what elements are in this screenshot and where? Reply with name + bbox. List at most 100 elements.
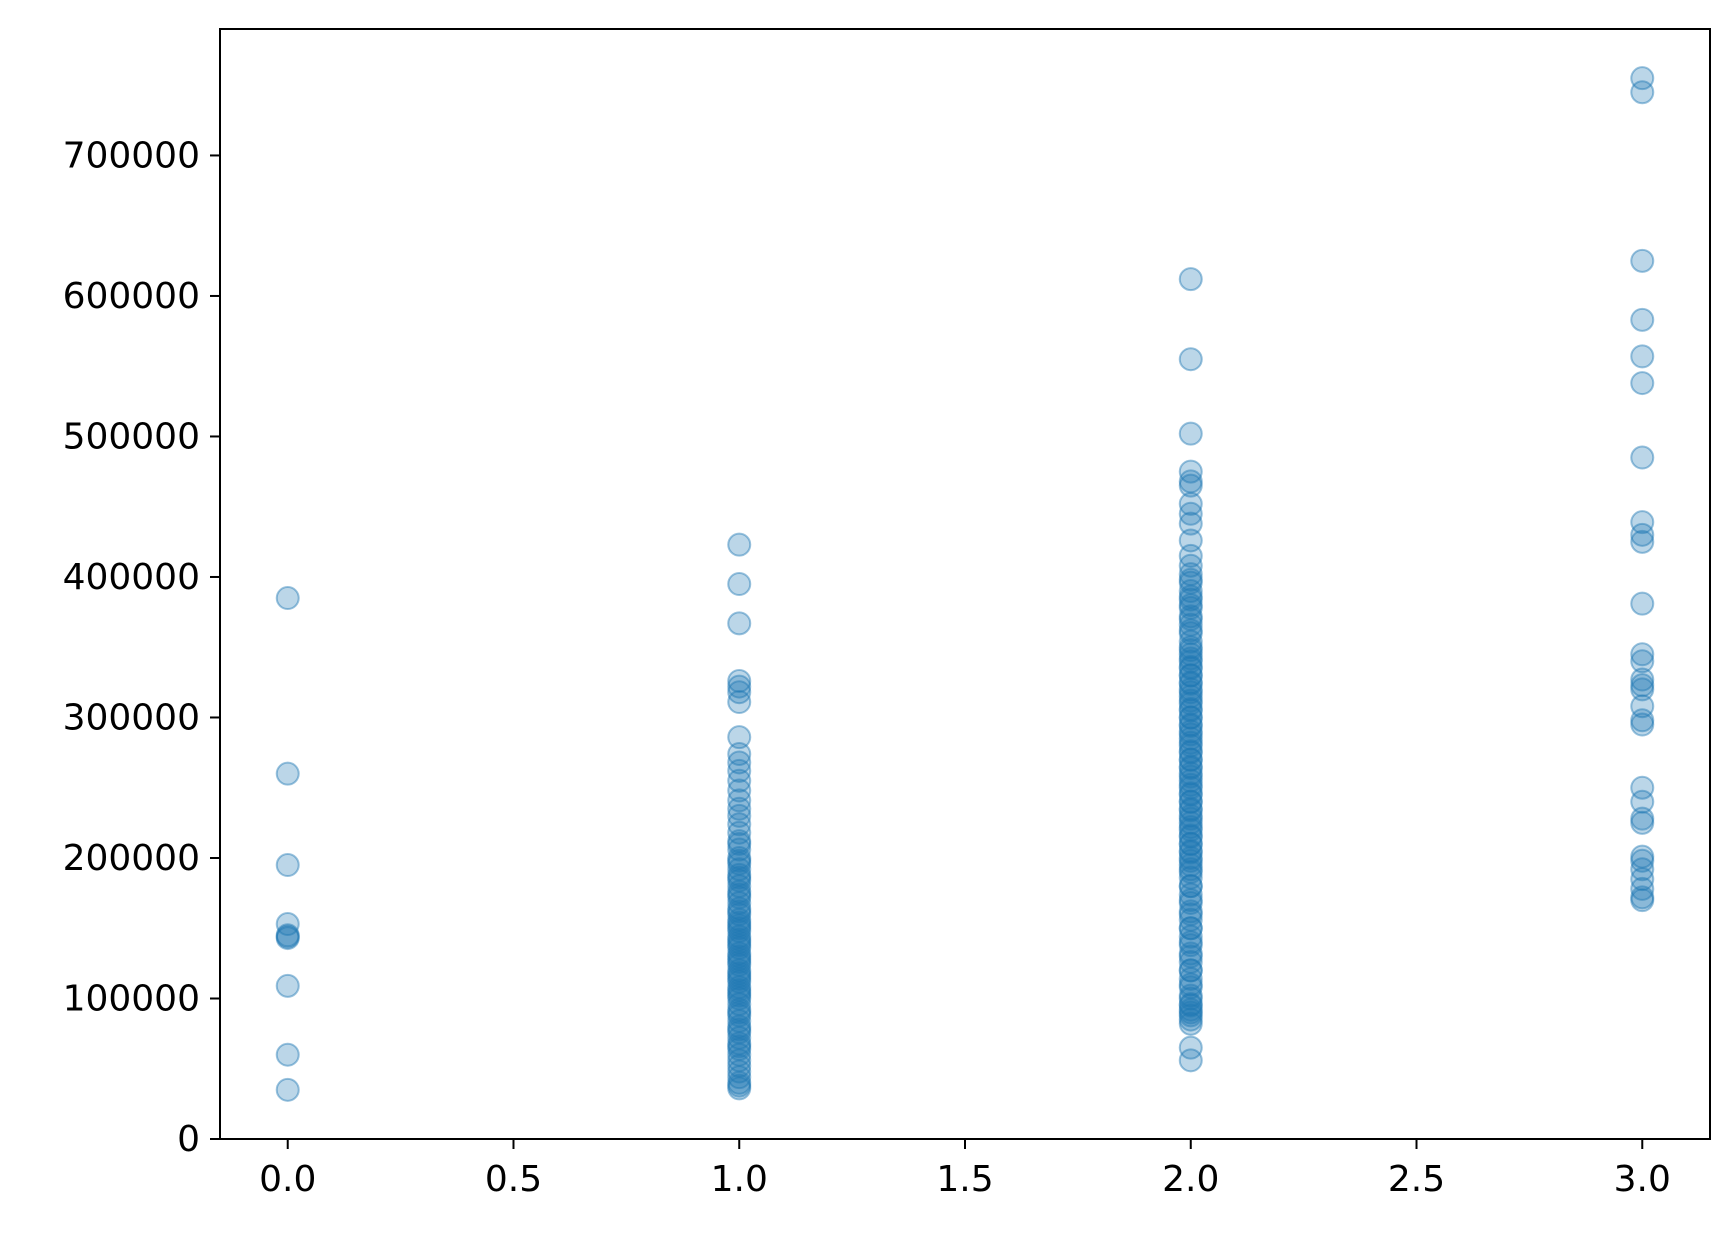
data-point <box>727 1020 752 1045</box>
data-point <box>727 924 752 949</box>
data-point <box>727 935 752 960</box>
data-point <box>1630 806 1655 831</box>
data-point <box>1178 607 1203 632</box>
data-point <box>1178 730 1203 755</box>
data-point <box>727 896 752 921</box>
data-point <box>1178 874 1203 899</box>
data-point <box>1178 882 1203 907</box>
data-point <box>1178 992 1203 1017</box>
data-point <box>727 980 752 1005</box>
data-point <box>727 812 752 837</box>
data-point <box>1178 845 1203 870</box>
data-point <box>1630 775 1655 800</box>
data-point <box>727 1037 752 1062</box>
data-point <box>1178 756 1203 781</box>
data-point <box>1178 986 1203 1011</box>
data-point <box>1178 712 1203 737</box>
data-point <box>275 926 300 951</box>
data-point <box>1178 865 1203 890</box>
y-tick-label: 100000 <box>63 978 200 1019</box>
data-point <box>1630 248 1655 273</box>
data-point <box>1178 553 1203 578</box>
data-point <box>727 885 752 910</box>
data-point <box>1178 567 1203 592</box>
data-point <box>1178 739 1203 764</box>
data-point <box>1178 595 1203 620</box>
data-point <box>727 768 752 793</box>
data-point <box>727 837 752 862</box>
data-point <box>727 1076 752 1101</box>
data-point <box>1630 522 1655 547</box>
data-point <box>727 949 752 974</box>
data-point <box>727 961 752 986</box>
data-point <box>275 853 300 878</box>
data-point <box>1178 924 1203 949</box>
data-point <box>727 865 752 890</box>
data-point <box>1178 511 1203 536</box>
data-point <box>727 890 752 915</box>
data-point <box>1630 694 1655 719</box>
data-point <box>727 947 752 972</box>
data-point <box>1178 629 1203 654</box>
y-tick-label: 200000 <box>63 838 200 879</box>
data-point <box>1178 831 1203 856</box>
data-point <box>1178 838 1203 863</box>
y-tick-label: 0 <box>177 1119 200 1160</box>
data-point <box>727 848 752 873</box>
data-point <box>727 978 752 1003</box>
data-point <box>1178 593 1203 618</box>
data-point <box>275 912 300 937</box>
data-point <box>1178 1011 1203 1036</box>
data-point <box>1630 591 1655 616</box>
data-point <box>1178 857 1203 882</box>
data-point <box>727 975 752 1000</box>
data-point <box>727 913 752 938</box>
data-point <box>1178 944 1203 969</box>
data-point <box>1178 848 1203 873</box>
data-point <box>1178 562 1203 587</box>
y-tick-label: 300000 <box>63 697 200 738</box>
data-point <box>1178 638 1203 663</box>
data-point <box>1178 958 1203 983</box>
data-point <box>1630 80 1655 105</box>
data-point <box>1178 646 1203 671</box>
data-point <box>1630 510 1655 535</box>
data-point <box>727 964 752 989</box>
data-point <box>1630 844 1655 869</box>
data-point <box>1630 810 1655 835</box>
data-point <box>1178 853 1203 878</box>
data-point <box>727 857 752 882</box>
data-point <box>727 1014 752 1039</box>
data-point <box>1178 983 1203 1008</box>
data-point <box>1178 890 1203 915</box>
data-point <box>727 1059 752 1084</box>
data-point <box>1178 719 1203 744</box>
data-point <box>1178 824 1203 849</box>
data-point <box>1178 916 1203 941</box>
data-point <box>1178 684 1203 709</box>
data-point <box>727 958 752 983</box>
data-point <box>1178 1003 1203 1028</box>
data-point <box>1178 347 1203 372</box>
data-point <box>1178 768 1203 793</box>
data-point <box>1178 930 1203 955</box>
data-point <box>1178 1000 1203 1025</box>
data-point <box>1178 459 1203 484</box>
data-point <box>1178 810 1203 835</box>
data-point <box>1178 570 1203 595</box>
data-point <box>1178 740 1203 765</box>
data-point <box>1178 671 1203 696</box>
data-point <box>1178 649 1203 674</box>
data-points <box>275 66 1655 1102</box>
data-point <box>727 1000 752 1025</box>
data-point <box>1178 764 1203 789</box>
data-point <box>1630 649 1655 674</box>
data-point <box>727 916 752 941</box>
data-point <box>1178 733 1203 758</box>
data-point <box>727 952 752 977</box>
data-point <box>727 1042 752 1067</box>
data-point <box>1178 817 1203 842</box>
data-point <box>1178 642 1203 667</box>
